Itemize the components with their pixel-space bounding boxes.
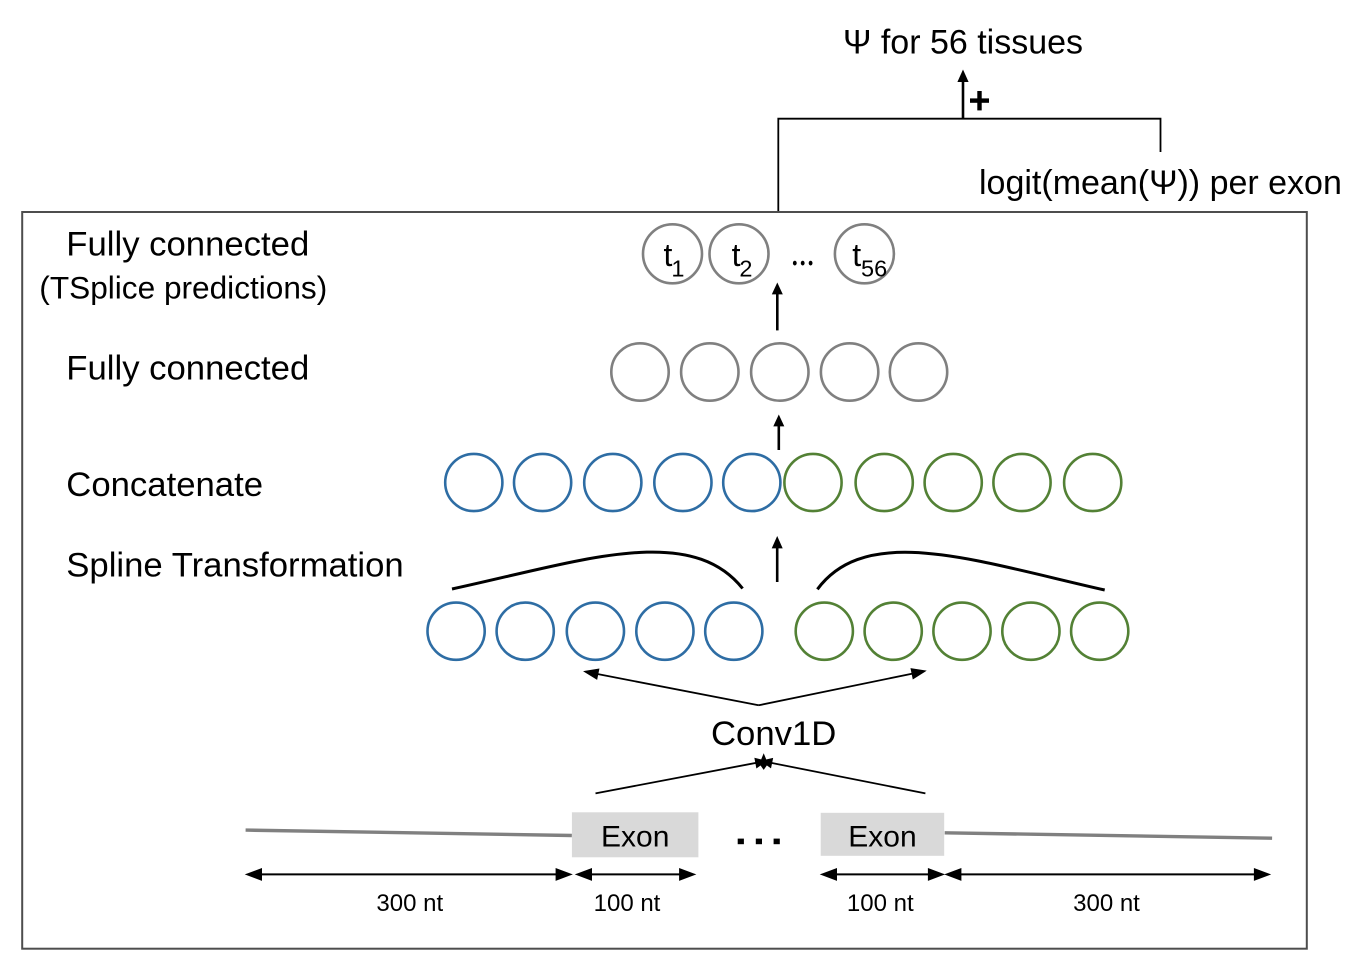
svg-text:(TSplice predictions): (TSplice predictions) xyxy=(39,270,327,306)
svg-text:t: t xyxy=(732,237,741,273)
svg-text:t: t xyxy=(664,237,673,273)
svg-text:Exon: Exon xyxy=(848,820,916,853)
svg-text:2: 2 xyxy=(739,255,752,281)
svg-text:logit(mean(Ψ)) per exon: logit(mean(Ψ)) per exon xyxy=(979,164,1342,202)
svg-text:Spline Transformation: Spline Transformation xyxy=(66,547,403,585)
svg-text:Fully connected: Fully connected xyxy=(66,226,309,264)
svg-text:100 nt: 100 nt xyxy=(594,890,661,917)
svg-text:Fully connected: Fully connected xyxy=(66,350,309,388)
svg-text:Concatenate: Concatenate xyxy=(66,466,263,504)
svg-text:100 nt: 100 nt xyxy=(847,890,914,917)
svg-text:Conv1D: Conv1D xyxy=(711,715,836,753)
svg-text:t: t xyxy=(852,237,861,273)
svg-text:300 nt: 300 nt xyxy=(1073,890,1140,917)
svg-text:1: 1 xyxy=(671,255,684,281)
svg-text:300 nt: 300 nt xyxy=(376,890,443,917)
svg-text:56: 56 xyxy=(861,255,887,281)
svg-text:Exon: Exon xyxy=(601,821,669,854)
svg-text:Ψ for 56 tissues: Ψ for 56 tissues xyxy=(843,24,1083,62)
